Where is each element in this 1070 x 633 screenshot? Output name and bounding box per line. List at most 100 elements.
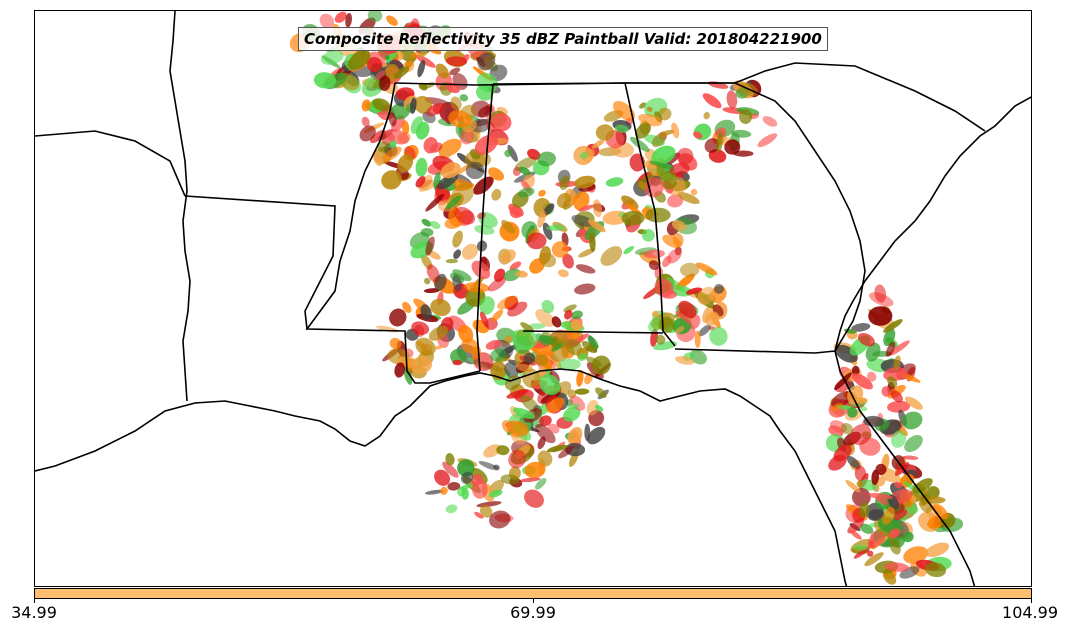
reflectivity-blob xyxy=(313,72,336,89)
reflectivity-blob xyxy=(403,366,413,385)
reflectivity-blob xyxy=(579,151,589,160)
reflectivity-blob xyxy=(637,180,647,189)
reflectivity-blob xyxy=(851,365,860,376)
reflectivity-blob xyxy=(524,489,544,508)
reflectivity-blob xyxy=(474,511,484,519)
reflectivity-blob xyxy=(867,492,893,500)
reflectivity-blob xyxy=(621,210,645,226)
reflectivity-blob xyxy=(459,94,469,102)
reflectivity-blob xyxy=(883,319,903,333)
reflectivity-blob xyxy=(452,269,472,282)
reflectivity-blob xyxy=(667,194,684,208)
reflectivity-blob xyxy=(361,116,370,128)
reflectivity-blob xyxy=(675,310,692,325)
reflectivity-blob xyxy=(578,204,595,212)
ar-border xyxy=(35,130,186,197)
reflectivity-blob xyxy=(859,406,868,412)
reflectivity-blob xyxy=(587,426,606,445)
reflectivity-blob xyxy=(558,445,574,459)
reflectivity-blob xyxy=(868,306,893,326)
reflectivity-blob xyxy=(757,133,778,148)
reflectivity-blob xyxy=(507,144,518,162)
reflectivity-blob xyxy=(508,449,527,469)
reflectivity-blob xyxy=(867,531,885,548)
reflectivity-blob xyxy=(491,112,512,132)
reflectivity-blob xyxy=(703,112,710,120)
gulf-coastline xyxy=(35,368,848,586)
reflectivity-blob xyxy=(577,352,589,362)
reflectivity-blob xyxy=(372,98,391,112)
reflectivity-blob xyxy=(623,245,634,255)
reflectivity-blob xyxy=(434,273,447,291)
reflectivity-blob xyxy=(476,501,502,508)
reflectivity-blob xyxy=(401,120,410,135)
reflectivity-blob xyxy=(662,255,672,268)
la-border xyxy=(184,195,336,330)
reflectivity-blob xyxy=(705,311,720,326)
reflectivity-blob xyxy=(485,339,502,350)
reflectivity-blob xyxy=(573,191,590,211)
reflectivity-blob xyxy=(535,309,555,327)
reflectivity-blob xyxy=(420,227,434,237)
mississippi-river xyxy=(169,11,191,402)
reflectivity-blob xyxy=(918,497,931,507)
reflectivity-blob xyxy=(449,67,461,76)
reflectivity-blob xyxy=(397,154,414,173)
reflectivity-blob xyxy=(635,122,652,139)
reflectivity-blob xyxy=(377,141,390,153)
reflectivity-blob xyxy=(374,70,386,81)
colorbar-tick-label-min: 34.99 xyxy=(11,603,57,622)
reflectivity-blob xyxy=(885,341,896,357)
reflectivity-blob xyxy=(713,283,725,294)
map-title: Composite Reflectivity 35 dBZ Paintball … xyxy=(298,27,828,51)
reflectivity-blob xyxy=(675,356,695,365)
reflectivity-blob xyxy=(654,278,674,298)
reflectivity-blob xyxy=(489,510,511,529)
reflectivity-blob xyxy=(538,189,546,197)
reflectivity-blob xyxy=(662,234,682,249)
reflectivity-blob xyxy=(600,246,623,266)
reflectivity-blob xyxy=(546,224,565,231)
reflectivity-blob xyxy=(524,461,546,479)
reflectivity-blob xyxy=(702,93,722,109)
reflectivity-blob xyxy=(704,138,720,153)
reflectivity-blob xyxy=(592,199,603,218)
reflectivity-blob xyxy=(562,253,574,269)
reflectivity-blob xyxy=(537,210,546,228)
reflectivity-blob xyxy=(556,192,572,209)
reflectivity-blob xyxy=(493,464,500,470)
reflectivity-blob xyxy=(547,444,568,453)
reflectivity-blob xyxy=(381,170,402,190)
reflectivity-blob xyxy=(893,509,908,521)
reflectivity-blob xyxy=(697,286,716,305)
reflectivity-blob xyxy=(564,309,573,320)
reflectivity-blob xyxy=(459,128,475,145)
reflectivity-blob xyxy=(424,277,431,285)
reflectivity-blob xyxy=(867,550,874,557)
reflectivity-blob xyxy=(445,258,459,264)
reflectivity-blob xyxy=(890,430,907,448)
reflectivity-blob xyxy=(677,191,700,205)
reflectivity-blob xyxy=(932,503,949,520)
reflectivity-blob xyxy=(409,97,417,114)
reflectivity-blob xyxy=(847,407,858,418)
reflectivity-blob xyxy=(854,465,867,481)
reflectivity-blob xyxy=(685,287,703,295)
reflectivity-blob xyxy=(430,298,451,317)
reflectivity-blob xyxy=(648,260,660,271)
reflectivity-blob xyxy=(446,195,462,210)
reflectivity-blob xyxy=(517,187,535,198)
reflectivity-blob xyxy=(646,106,653,112)
ms-border xyxy=(305,82,481,384)
reflectivity-blob xyxy=(643,177,664,198)
reflectivity-blob xyxy=(539,374,561,396)
reflectivity-blob xyxy=(507,301,528,317)
reflectivity-blob xyxy=(528,323,546,330)
reflectivity-blob xyxy=(559,175,570,190)
reflectivity-blob xyxy=(852,373,873,390)
reflectivity-blob xyxy=(659,130,675,136)
reflectivity-blob xyxy=(856,480,863,488)
reflectivity-blob xyxy=(515,270,528,278)
reflectivity-blob xyxy=(847,385,864,405)
reflectivity-blob xyxy=(926,486,940,500)
